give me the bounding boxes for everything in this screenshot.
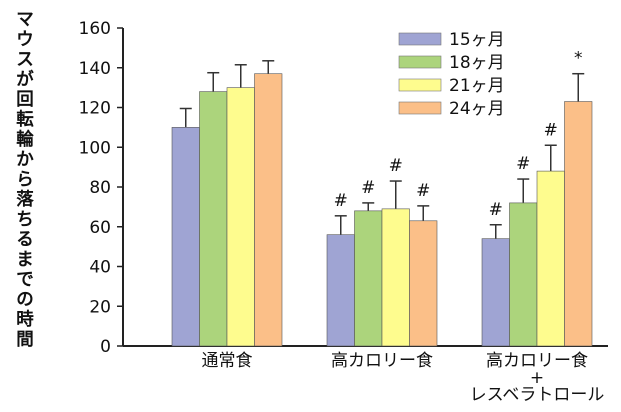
y-tick-label: 120 — [79, 99, 111, 119]
bar — [171, 127, 200, 347]
y-axis-label-char: が — [16, 70, 34, 90]
bar — [254, 73, 283, 347]
y-axis-label-char: マ — [16, 10, 34, 30]
y-axis-label-char: 落 — [16, 190, 34, 210]
y-axis-label-char: で — [16, 270, 34, 290]
legend-swatch — [398, 101, 442, 115]
y-axis-label-char: の — [16, 290, 34, 310]
y-tick-label: 80 — [89, 178, 111, 198]
y-tick-label: 20 — [89, 297, 111, 317]
y-tick-label: 160 — [79, 19, 111, 39]
y-tick-label: 0 — [100, 337, 111, 357]
legend-swatch — [398, 78, 442, 92]
legend-label: 15ヶ月 — [449, 30, 505, 50]
y-axis-label-char: 回 — [16, 90, 34, 110]
y-axis-label-char: か — [16, 150, 34, 170]
significance-mark: # — [334, 191, 348, 211]
significance-mark: * — [574, 49, 583, 69]
y-axis-label-char: 輪 — [16, 130, 34, 150]
y-axis-label-char: ス — [16, 50, 34, 70]
category-label: 高カロリー食 — [486, 351, 588, 371]
y-tick-label: 140 — [79, 59, 111, 79]
y-axis-label-char: 間 — [16, 330, 34, 350]
category-label: 高カロリー食 — [331, 351, 433, 371]
category-label: レスベラトロール — [470, 385, 605, 405]
significance-mark: # — [389, 156, 403, 176]
bar — [564, 101, 593, 347]
significance-mark: # — [516, 154, 530, 174]
bar — [226, 87, 255, 347]
y-axis-label-char: ウ — [16, 30, 34, 50]
bar — [536, 170, 565, 347]
y-tick-label: 40 — [89, 258, 111, 278]
legend-label: 24ヶ月 — [449, 99, 505, 119]
significance-mark: # — [489, 200, 503, 220]
legend-swatch — [398, 32, 442, 46]
bar — [481, 238, 510, 347]
bar — [409, 220, 438, 347]
legend-label: 21ヶ月 — [449, 76, 505, 96]
y-axis-label-char: ち — [16, 210, 34, 230]
legend-swatch — [398, 55, 442, 69]
y-tick-label: 60 — [89, 218, 111, 238]
significance-mark: # — [416, 181, 430, 201]
bar — [354, 210, 383, 347]
category-label: 通常食 — [202, 351, 253, 371]
y-axis-label-char: る — [16, 230, 34, 250]
category-label: + — [530, 368, 544, 388]
bar — [381, 208, 410, 347]
y-axis-label-char: ら — [16, 170, 34, 190]
significance-mark: # — [361, 178, 375, 198]
bar — [509, 202, 538, 347]
y-axis-label: マウスが回転輪から落ちるまでの時間 — [8, 10, 42, 350]
significance-mark: # — [544, 120, 558, 140]
y-tick-label: 100 — [79, 138, 111, 158]
y-axis-label-char: 時 — [16, 310, 34, 330]
bar — [199, 91, 228, 347]
y-axis-label-char: 転 — [16, 110, 34, 130]
legend-label: 18ヶ月 — [449, 53, 505, 73]
bar — [326, 234, 355, 347]
y-axis-label-char: ま — [16, 250, 34, 270]
